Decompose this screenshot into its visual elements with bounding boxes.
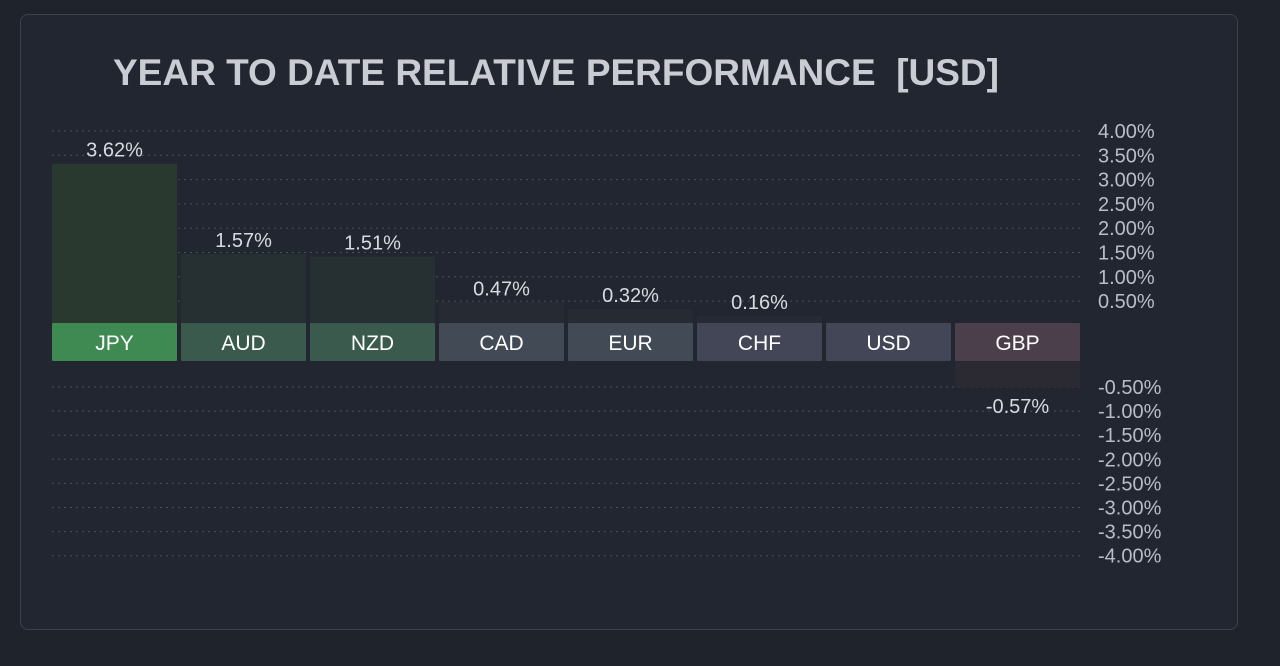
chart-title: YEAR TO DATE RELATIVE PERFORMANCE [USD]: [113, 52, 999, 93]
data-label: 0.47%: [473, 278, 530, 300]
y-tick-label: -0.50%: [1098, 377, 1162, 399]
gridlines: [52, 130, 1082, 557]
bar: [52, 163, 177, 323]
category-chip: [439, 323, 564, 361]
category-label: USD: [866, 332, 910, 355]
bar: [439, 302, 564, 323]
y-tick-label: 2.00%: [1098, 218, 1155, 240]
category-label: EUR: [608, 332, 652, 355]
data-labels: 3.62% 1.57% 1.51% 0.47% 0.32% 0.16% -0.57%: [86, 140, 1049, 419]
bar: [181, 253, 306, 323]
y-tick-label: 3.50%: [1098, 145, 1155, 167]
y-tick-label: -4.00%: [1098, 546, 1162, 568]
category-chip: [310, 323, 435, 361]
category-chip: [955, 323, 1080, 361]
bar: [697, 315, 822, 323]
data-label: 0.16%: [731, 292, 788, 314]
y-tick-label: -1.00%: [1098, 401, 1162, 423]
y-tick-label: 3.00%: [1098, 170, 1155, 192]
y-tick-label: 1.50%: [1098, 243, 1155, 265]
y-tick-label: -2.00%: [1098, 449, 1162, 471]
data-label: 1.51%: [344, 233, 401, 255]
category-label: AUD: [221, 332, 265, 355]
y-tick-label: -1.50%: [1098, 425, 1162, 447]
category-chip: [697, 323, 822, 361]
bar: [568, 308, 693, 323]
category-label: CHF: [738, 332, 781, 355]
y-tick-label: -3.50%: [1098, 522, 1162, 544]
category-chip: [52, 323, 177, 361]
data-label: 0.32%: [602, 285, 659, 307]
category-label: CAD: [479, 332, 523, 355]
category-labels: JPY AUD NZD CAD EUR CHF USD GBP: [52, 323, 1080, 361]
y-tick-label: -2.50%: [1098, 473, 1162, 495]
bar: [310, 256, 435, 323]
y-tick-label: 0.50%: [1098, 291, 1155, 313]
category-chip: [181, 323, 306, 361]
y-tick-label: 2.50%: [1098, 194, 1155, 216]
bar: [955, 361, 1080, 388]
category-label: NZD: [351, 332, 394, 355]
data-label: 3.62%: [86, 140, 143, 162]
y-tick-label: -3.00%: [1098, 498, 1162, 520]
category-label: JPY: [95, 332, 134, 355]
category-chip: [826, 323, 951, 361]
category-label: GBP: [995, 332, 1039, 355]
category-chip: [568, 323, 693, 361]
data-label: 1.57%: [215, 230, 272, 252]
y-tick-label: 1.00%: [1098, 267, 1155, 289]
y-axis-ticks: 4.00%3.50% 3.00%2.50%2.00% 1.50%1.00%0.50%…: [1098, 121, 1162, 568]
y-tick-label: 4.00%: [1098, 121, 1155, 143]
bars: [52, 163, 1080, 388]
data-label: -0.57%: [986, 396, 1050, 418]
